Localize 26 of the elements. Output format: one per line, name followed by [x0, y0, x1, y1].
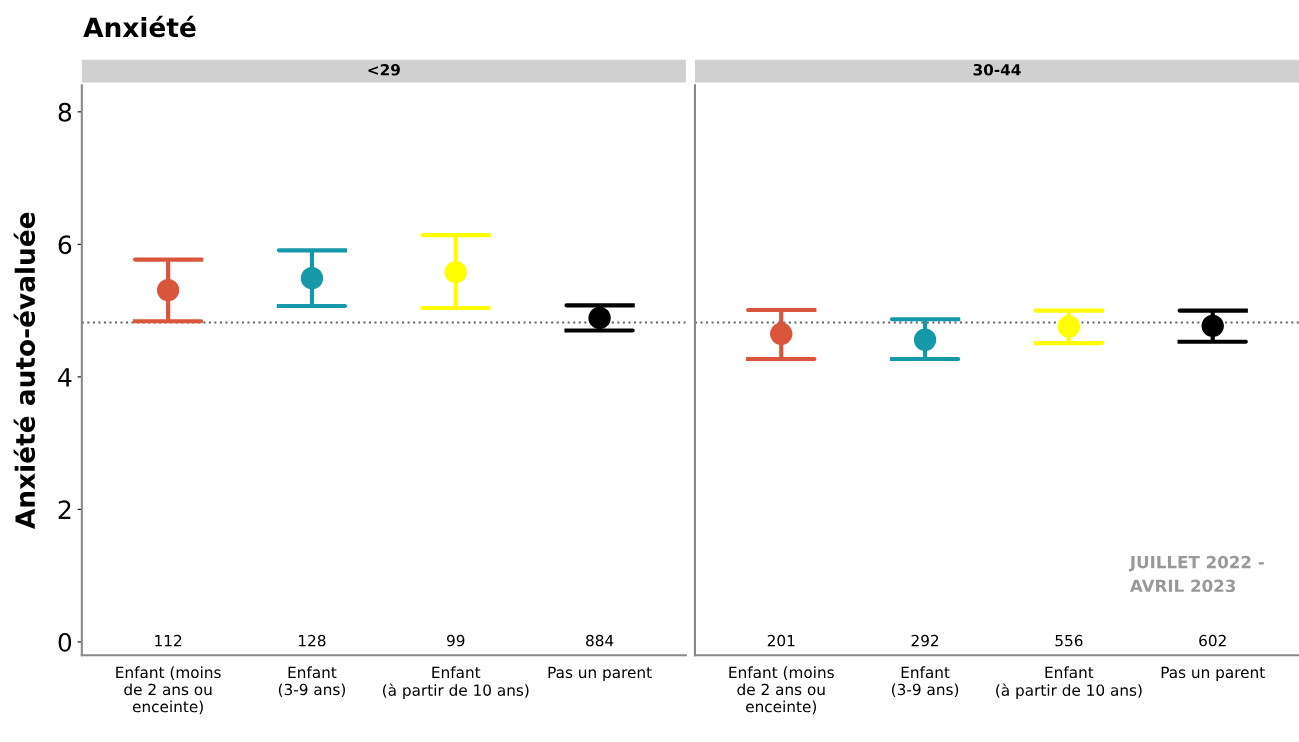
annotation: 556	[1055, 634, 1083, 647]
annotation: 112	[155, 634, 182, 647]
x-tick-label: Pas un parent	[548, 666, 652, 682]
annotation: 292	[911, 634, 939, 647]
x-tick-label: Enfant (à partir de 10 ans)	[996, 666, 1142, 699]
annotation: 884	[586, 634, 614, 647]
x-tick-label: Enfant (3-9 ans)	[892, 666, 959, 698]
x-tick-label: Enfant (moins de 2 ans ou enceinte)	[729, 666, 834, 715]
chart-title: Anxiété	[83, 15, 196, 38]
annotation: 128	[299, 634, 326, 647]
x-tick-label: Enfant (moins de 2 ans ou enceinte)	[116, 666, 221, 715]
y-tick-label: 8	[58, 102, 72, 122]
chart-subtitle: <29	[368, 63, 400, 76]
x-tick-label: Pas un parent	[1161, 666, 1265, 682]
annotation: JUILLET 2022 - AVRIL 2023	[1128, 555, 1264, 593]
y-tick-label: 4	[58, 368, 72, 387]
y-tick-label: 0	[58, 632, 72, 652]
y-tick-label: 2	[58, 500, 71, 519]
annotation: 602	[1199, 634, 1226, 647]
annotation: 201	[767, 634, 795, 647]
x-tick-label: Enfant (à partir de 10 ans)	[383, 666, 529, 699]
y-axis-title: Anxiété auto-évaluée	[13, 212, 36, 529]
y-tick-label: 6	[58, 235, 72, 255]
annotation: 99	[447, 634, 465, 647]
x-tick-label: Enfant (3-9 ans)	[278, 666, 345, 698]
chart-subtitle: 30-44	[973, 63, 1021, 76]
